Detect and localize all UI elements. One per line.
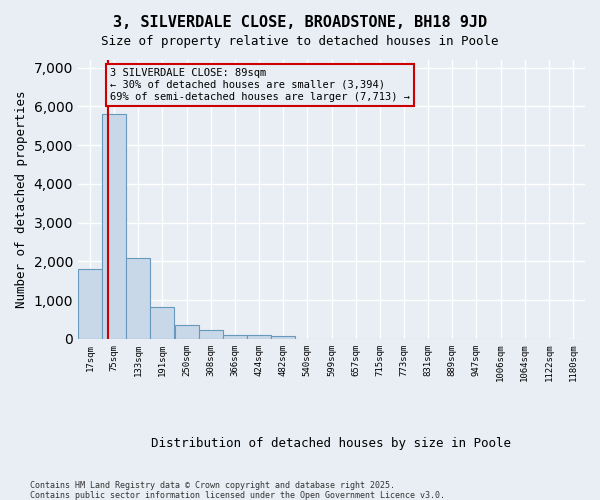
- Bar: [175, 325, 199, 339]
- Text: 3 SILVERDALE CLOSE: 89sqm
← 30% of detached houses are smaller (3,394)
69% of se: 3 SILVERDALE CLOSE: 89sqm ← 30% of detac…: [110, 68, 410, 102]
- Text: Size of property relative to detached houses in Poole: Size of property relative to detached ho…: [101, 35, 499, 48]
- Text: Contains public sector information licensed under the Open Government Licence v3: Contains public sector information licen…: [30, 491, 445, 500]
- Bar: [150, 307, 174, 339]
- Bar: [78, 269, 102, 339]
- Bar: [247, 335, 271, 339]
- Bar: [126, 258, 150, 339]
- Text: 3, SILVERDALE CLOSE, BROADSTONE, BH18 9JD: 3, SILVERDALE CLOSE, BROADSTONE, BH18 9J…: [113, 15, 487, 30]
- Bar: [199, 330, 223, 339]
- X-axis label: Distribution of detached houses by size in Poole: Distribution of detached houses by size …: [151, 437, 511, 450]
- Bar: [223, 334, 247, 339]
- Bar: [102, 114, 126, 339]
- Bar: [271, 336, 295, 339]
- Text: Contains HM Land Registry data © Crown copyright and database right 2025.: Contains HM Land Registry data © Crown c…: [30, 481, 395, 490]
- Y-axis label: Number of detached properties: Number of detached properties: [15, 90, 28, 308]
